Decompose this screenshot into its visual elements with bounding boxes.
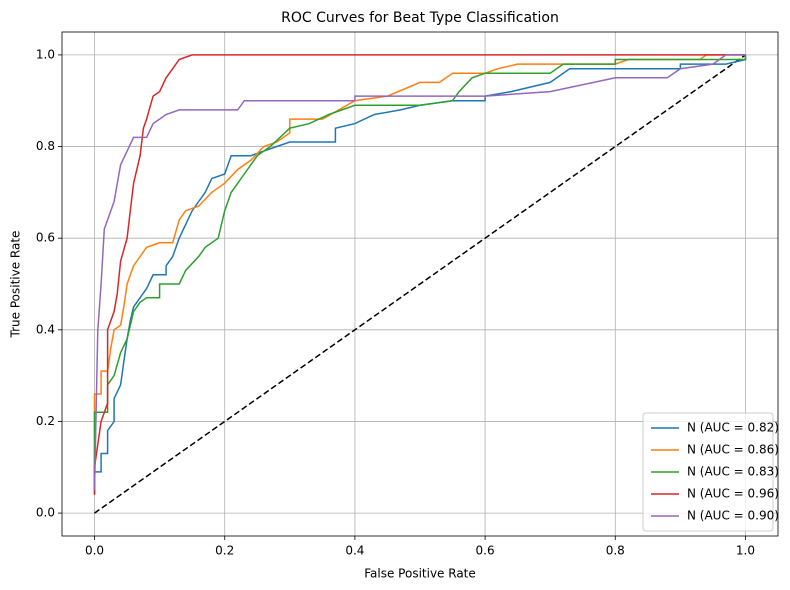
roc-curve bbox=[93, 54, 747, 495]
x-tick-label: 0.6 bbox=[476, 544, 495, 558]
y-tick-label: 0.0 bbox=[36, 506, 55, 520]
x-tick-label: 1.0 bbox=[736, 544, 755, 558]
legend-box bbox=[642, 412, 774, 532]
y-tick-label: 0.8 bbox=[36, 139, 55, 153]
roc-curve bbox=[93, 54, 746, 495]
legend-label: N (AUC = 0.82) bbox=[687, 421, 779, 435]
x-axis-label: False Positive Rate bbox=[364, 567, 476, 581]
roc-curve bbox=[93, 54, 746, 468]
legend-label: N (AUC = 0.90) bbox=[687, 509, 779, 523]
y-tick-label: 1.0 bbox=[36, 47, 55, 61]
legend-label: N (AUC = 0.86) bbox=[687, 443, 779, 457]
y-tick-label: 0.2 bbox=[36, 414, 55, 428]
plot-frame bbox=[61, 31, 779, 537]
y-axis-label: True Positive Rate bbox=[9, 231, 23, 339]
roc-curve bbox=[93, 54, 746, 491]
y-tick-label: 0.6 bbox=[36, 231, 55, 245]
x-tick-label: 0.2 bbox=[215, 544, 234, 558]
x-tick-label: 0.4 bbox=[345, 544, 364, 558]
legend-label: N (AUC = 0.83) bbox=[687, 465, 779, 479]
reference-line bbox=[94, 54, 746, 514]
x-tick-label: 0.8 bbox=[606, 544, 625, 558]
y-tick-label: 0.4 bbox=[36, 322, 55, 336]
chart-title: ROC Curves for Beat Type Classification bbox=[281, 10, 559, 26]
x-tick-label: 0.0 bbox=[85, 544, 104, 558]
legend-label: N (AUC = 0.96) bbox=[687, 487, 779, 501]
